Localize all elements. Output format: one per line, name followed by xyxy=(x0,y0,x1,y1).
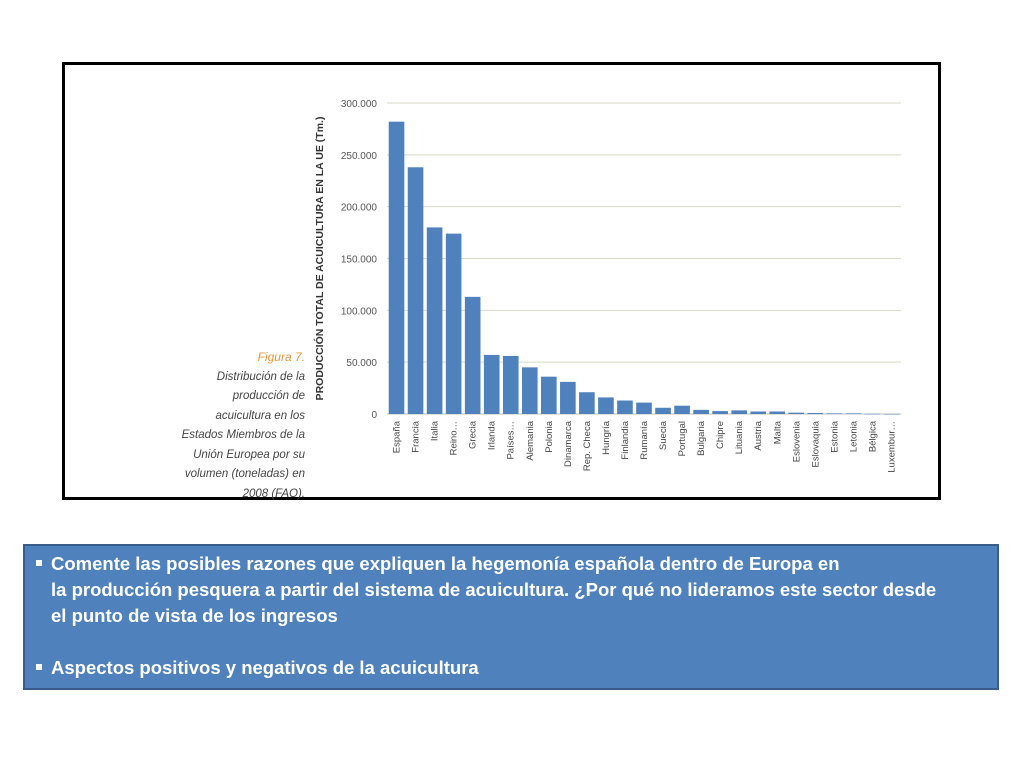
figure-caption: Figura 7. Distribución de la producción … xyxy=(153,348,305,504)
y-tick-label: 300.000 xyxy=(341,99,378,110)
x-tick-label: Chipre xyxy=(715,421,726,449)
y-tick-label: 100.000 xyxy=(341,306,378,317)
x-tick-label: Dinamarca xyxy=(563,420,574,467)
bullet-item-1: Comente las posibles razones que expliqu… xyxy=(33,551,989,629)
bar xyxy=(750,411,767,414)
y-tick-label: 200.000 xyxy=(341,203,378,214)
bar-chart: 0 50.000 100.000 150.000 200.000 250.000 300.0… xyxy=(313,99,901,473)
caption-line: acuicultura en los xyxy=(215,409,306,422)
caption-line: volumen (toneladas) en xyxy=(184,468,305,480)
x-tick-label: Italia xyxy=(430,420,441,441)
bullet-text-line: Comente las posibles razones que expliqu… xyxy=(51,553,840,574)
x-tick-label: Finlandia xyxy=(620,420,631,459)
bar xyxy=(617,400,633,414)
x-tick-label: Grecia xyxy=(468,420,479,449)
bar xyxy=(807,412,824,414)
caption-line: 2008 (FAO). xyxy=(242,487,305,500)
x-tick-label: Reino… xyxy=(449,421,460,455)
caption-line: Distribución de la xyxy=(216,370,305,383)
bar xyxy=(502,355,519,414)
bar xyxy=(598,397,614,414)
x-tick-label: Rep. Checa xyxy=(582,420,593,471)
bar xyxy=(579,392,595,414)
x-tick-label: Alemania xyxy=(525,420,536,460)
bar xyxy=(731,410,747,414)
y-tick-label: 150.000 xyxy=(341,255,378,266)
x-tick-label: Bélgica xyxy=(867,420,878,452)
y-tick-label: 0 xyxy=(371,410,377,421)
bar xyxy=(883,413,900,415)
bar xyxy=(655,407,671,414)
x-tick-label: Luxembur… xyxy=(886,421,897,473)
bar xyxy=(464,296,481,414)
y-tick-label: 50.000 xyxy=(346,358,377,369)
bullet-text-line: el punto de vista de los ingresos xyxy=(51,605,338,626)
figure-label: Figura 7. xyxy=(257,350,305,364)
x-tick-label: Suecia xyxy=(658,420,669,450)
bar xyxy=(826,413,843,414)
bar xyxy=(636,402,652,414)
caption-line: producción de xyxy=(232,390,305,402)
x-tick-label: Malta xyxy=(772,420,783,444)
bar xyxy=(674,405,690,414)
x-tick-label: Rumanía xyxy=(639,420,650,459)
bar xyxy=(521,367,538,414)
bar xyxy=(388,121,405,414)
question-box: Comente las posibles razones que expliqu… xyxy=(23,544,999,690)
bar xyxy=(445,233,462,414)
bar xyxy=(560,381,576,414)
bullet-square-icon xyxy=(36,560,42,566)
figure-frame: Figura 7. Distribución de la producción … xyxy=(62,62,941,500)
y-tick-label: 250.000 xyxy=(341,151,378,162)
x-tick-label: Polonia xyxy=(544,420,555,452)
bullet-text-line: Aspectos positivos y negativos de la acu… xyxy=(51,657,479,678)
bullet-item-2: Aspectos positivos y negativos de la acu… xyxy=(33,655,989,681)
x-tick-label: Hungría xyxy=(601,420,612,455)
x-tick-label: Eslovenia xyxy=(791,420,802,462)
caption-line: Estados Miembros de la xyxy=(181,429,305,441)
caption-line: Unión Europea por su xyxy=(193,448,305,461)
x-tick-label: Portugal xyxy=(677,421,688,456)
bar xyxy=(407,167,424,414)
x-tick-label: Eslovaquia xyxy=(810,420,821,467)
bar xyxy=(769,411,786,414)
x-tick-label: Austria xyxy=(753,420,764,450)
bar xyxy=(788,412,805,414)
x-tick-label: Estonia xyxy=(829,420,840,452)
x-tick-label: Lituania xyxy=(734,420,745,454)
spacer xyxy=(33,629,989,655)
x-tick-label: Bulgaria xyxy=(696,420,707,456)
x-tick-label: Francia xyxy=(411,420,422,452)
x-tick-label: España xyxy=(392,420,403,453)
x-tick-label: Letonia xyxy=(848,420,859,452)
bar xyxy=(426,227,443,414)
x-tick-label: Irlanda xyxy=(487,420,498,450)
bar xyxy=(845,413,862,414)
bar xyxy=(483,354,500,414)
bar xyxy=(864,413,881,415)
bullet-square-icon xyxy=(36,664,42,670)
x-tick-label: Países… xyxy=(506,421,517,460)
bar xyxy=(693,409,709,414)
y-axis-label: PRODUCCIÓN TOTAL DE ACUICULTURA EN LA UE… xyxy=(313,117,326,401)
bar xyxy=(712,411,728,414)
bar xyxy=(541,376,557,414)
bullet-text-line: la producción pesquera a partir del sist… xyxy=(51,579,937,600)
